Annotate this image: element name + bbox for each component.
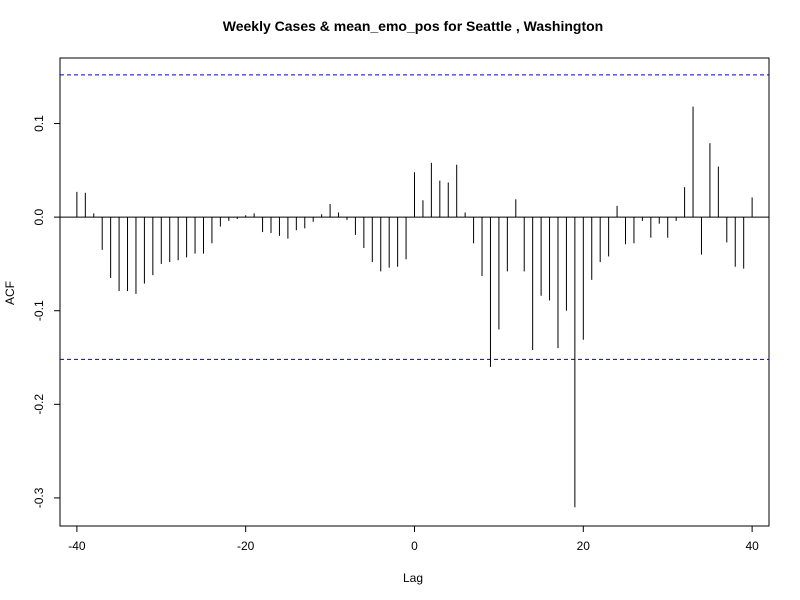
- y-tick-label: -0.1: [32, 300, 46, 321]
- x-tick-label: 20: [577, 539, 591, 553]
- y-tick-label: -0.3: [32, 487, 46, 508]
- y-tick-label: -0.2: [32, 394, 46, 415]
- x-tick-label: -20: [237, 539, 255, 553]
- y-axis-label: ACF: [3, 281, 17, 305]
- x-axis-label: Lag: [403, 571, 423, 585]
- y-tick-label: 0.1: [32, 115, 46, 132]
- chart-marks: -40 -20 0 20 40 -0.3 -0.2 -0.1 0.0 0.1: [32, 74, 769, 553]
- chart-title: Weekly Cases & mean_emo_pos for Seattle …: [223, 18, 603, 34]
- x-tick-label: 40: [745, 539, 759, 553]
- x-tick-label: 0: [411, 539, 418, 553]
- y-tick-label: 0.0: [32, 208, 46, 225]
- plot-frame: [59, 57, 770, 527]
- x-tick-label: -40: [68, 539, 86, 553]
